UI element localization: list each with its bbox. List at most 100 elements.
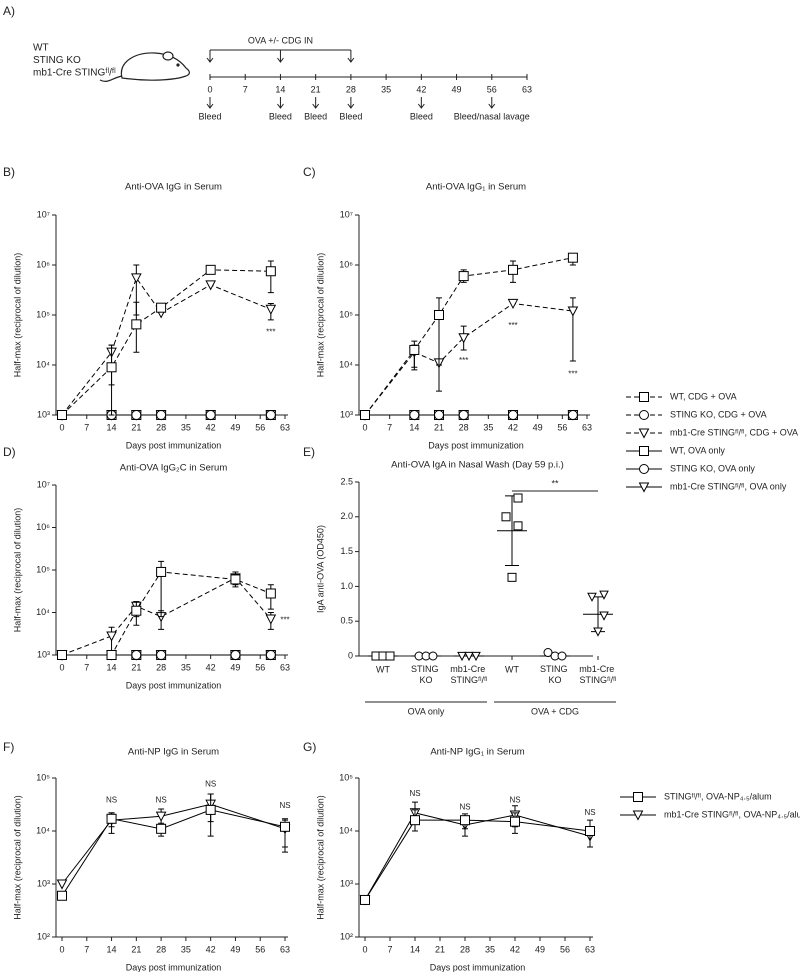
marker-triangle [593, 627, 603, 637]
marker-circle [230, 650, 241, 660]
annotation: NS [509, 795, 520, 804]
day-label: 28 [346, 84, 356, 94]
x-tick-label: mb1-Cre STINGᶠˡ/ᶠˡ [450, 664, 488, 685]
x-tick-label: STING KO [411, 664, 441, 685]
error-bar [207, 793, 214, 837]
error-bar [267, 260, 274, 294]
marker-square [265, 588, 276, 599]
marker-triangle [464, 651, 474, 662]
annotation: ** [551, 478, 559, 488]
x-tick-label: 49 [230, 662, 240, 672]
marker-square [280, 821, 290, 832]
y-tick-label: 10⁴ [339, 359, 353, 369]
y-tick-label: 2.0 [340, 511, 353, 521]
series-line [61, 276, 272, 416]
bleed-label: Bleed [198, 111, 221, 121]
x-tick-label: 28 [156, 422, 166, 432]
marker-triangle [458, 333, 469, 344]
panel-label: D) [3, 445, 16, 459]
x-tick-label: STING KO [540, 664, 570, 685]
mouse-body [120, 52, 190, 81]
marker-circle [205, 410, 216, 420]
marker-square [639, 392, 649, 402]
y-tick-label: 0 [348, 650, 353, 660]
annotation: *** [459, 356, 468, 365]
x-tick-label: 63 [280, 944, 290, 954]
marker-square [434, 310, 444, 320]
y-tick-label: 10⁵ [339, 772, 353, 782]
legend-label: WT, OVA only [670, 445, 725, 455]
marker-square [460, 815, 470, 826]
y-tick-label: 1.5 [340, 546, 353, 556]
marker-circle [557, 651, 567, 661]
group-label: STING KO [33, 55, 81, 66]
annotation: NS [106, 795, 117, 804]
group-label: mb1-Cre STINGᶠˡ/ᶠˡ [33, 68, 116, 79]
error-bar [108, 344, 115, 416]
marker-square [633, 792, 643, 802]
bleed-label: Bleed [269, 111, 292, 121]
y-tick-label: 10⁷ [340, 209, 353, 219]
x-tick-label: 0 [59, 662, 64, 672]
x-tick-label: 42 [508, 422, 518, 432]
y-tick-label: 10⁵ [36, 564, 50, 574]
y-tick-label: 10⁴ [36, 825, 50, 835]
marker-square [57, 890, 67, 901]
bleed-label: Bleed [410, 111, 433, 121]
x-axis-label: Days post immunization [126, 440, 222, 450]
x-tick-label: 0 [59, 944, 64, 954]
marker-square [131, 319, 142, 330]
x-tick-label: 49 [535, 944, 545, 954]
x-tick-label: 0 [59, 422, 64, 432]
x-tick-label: 49 [230, 944, 240, 954]
marker-circle [265, 650, 276, 660]
x-tick-label: 56 [255, 662, 265, 672]
bleed-arrow [277, 97, 284, 109]
marker-circle [409, 410, 420, 420]
marker-square [567, 252, 578, 263]
y-axis-label: Half-max (reciprocal of dilution) [12, 508, 22, 633]
marker-circle [639, 410, 649, 420]
annotation: NS [459, 802, 470, 811]
marker-circle [156, 650, 167, 660]
day-label: 35 [381, 84, 391, 94]
marker-square [409, 344, 420, 355]
y-tick-label: 10² [37, 931, 50, 941]
day-label: 21 [311, 84, 321, 94]
marker-triangle [638, 482, 650, 493]
day-label: 42 [416, 84, 426, 94]
marker-triangle [587, 592, 597, 602]
x-tick-label: 56 [557, 422, 567, 432]
marker-square [385, 651, 395, 661]
x-tick-label: 42 [206, 944, 216, 954]
marker-triangle [567, 306, 579, 317]
legend-label: STING KO, OVA only [670, 463, 755, 473]
x-tick-label: 42 [206, 662, 216, 672]
x-tick-label: 42 [206, 422, 216, 432]
bleed-label: Bleed/nasal lavage [454, 111, 530, 121]
marker-triangle [638, 428, 650, 439]
bleed-arrow [347, 97, 355, 109]
annotation: NS [156, 795, 167, 804]
y-tick-label: 10⁶ [339, 259, 353, 269]
group-label: WT [33, 43, 49, 54]
panel-label: C) [303, 165, 316, 179]
treatment-arrow [277, 50, 284, 63]
legend-label: mb1-Cre STINGᶠˡ/ᶠˡ, CDG + OVA [670, 427, 798, 437]
y-tick-label: 10³ [340, 409, 353, 419]
y-tick-label: 10³ [37, 878, 50, 888]
y-tick-label: 10⁷ [37, 479, 50, 489]
x-tick-label: 35 [483, 422, 493, 432]
marker-square [156, 302, 167, 313]
mouse-tail [99, 75, 123, 82]
marker-triangle [265, 304, 277, 315]
x-tick-label: 21 [131, 944, 141, 954]
annotation: NS [279, 801, 290, 810]
marker-circle [639, 464, 649, 474]
x-tick-label: 35 [181, 662, 191, 672]
marker-square [106, 362, 117, 373]
panel-label: B) [3, 165, 15, 179]
marker-triangle [471, 651, 481, 662]
x-tick-label: 21 [434, 422, 444, 432]
marker-circle [543, 648, 553, 658]
